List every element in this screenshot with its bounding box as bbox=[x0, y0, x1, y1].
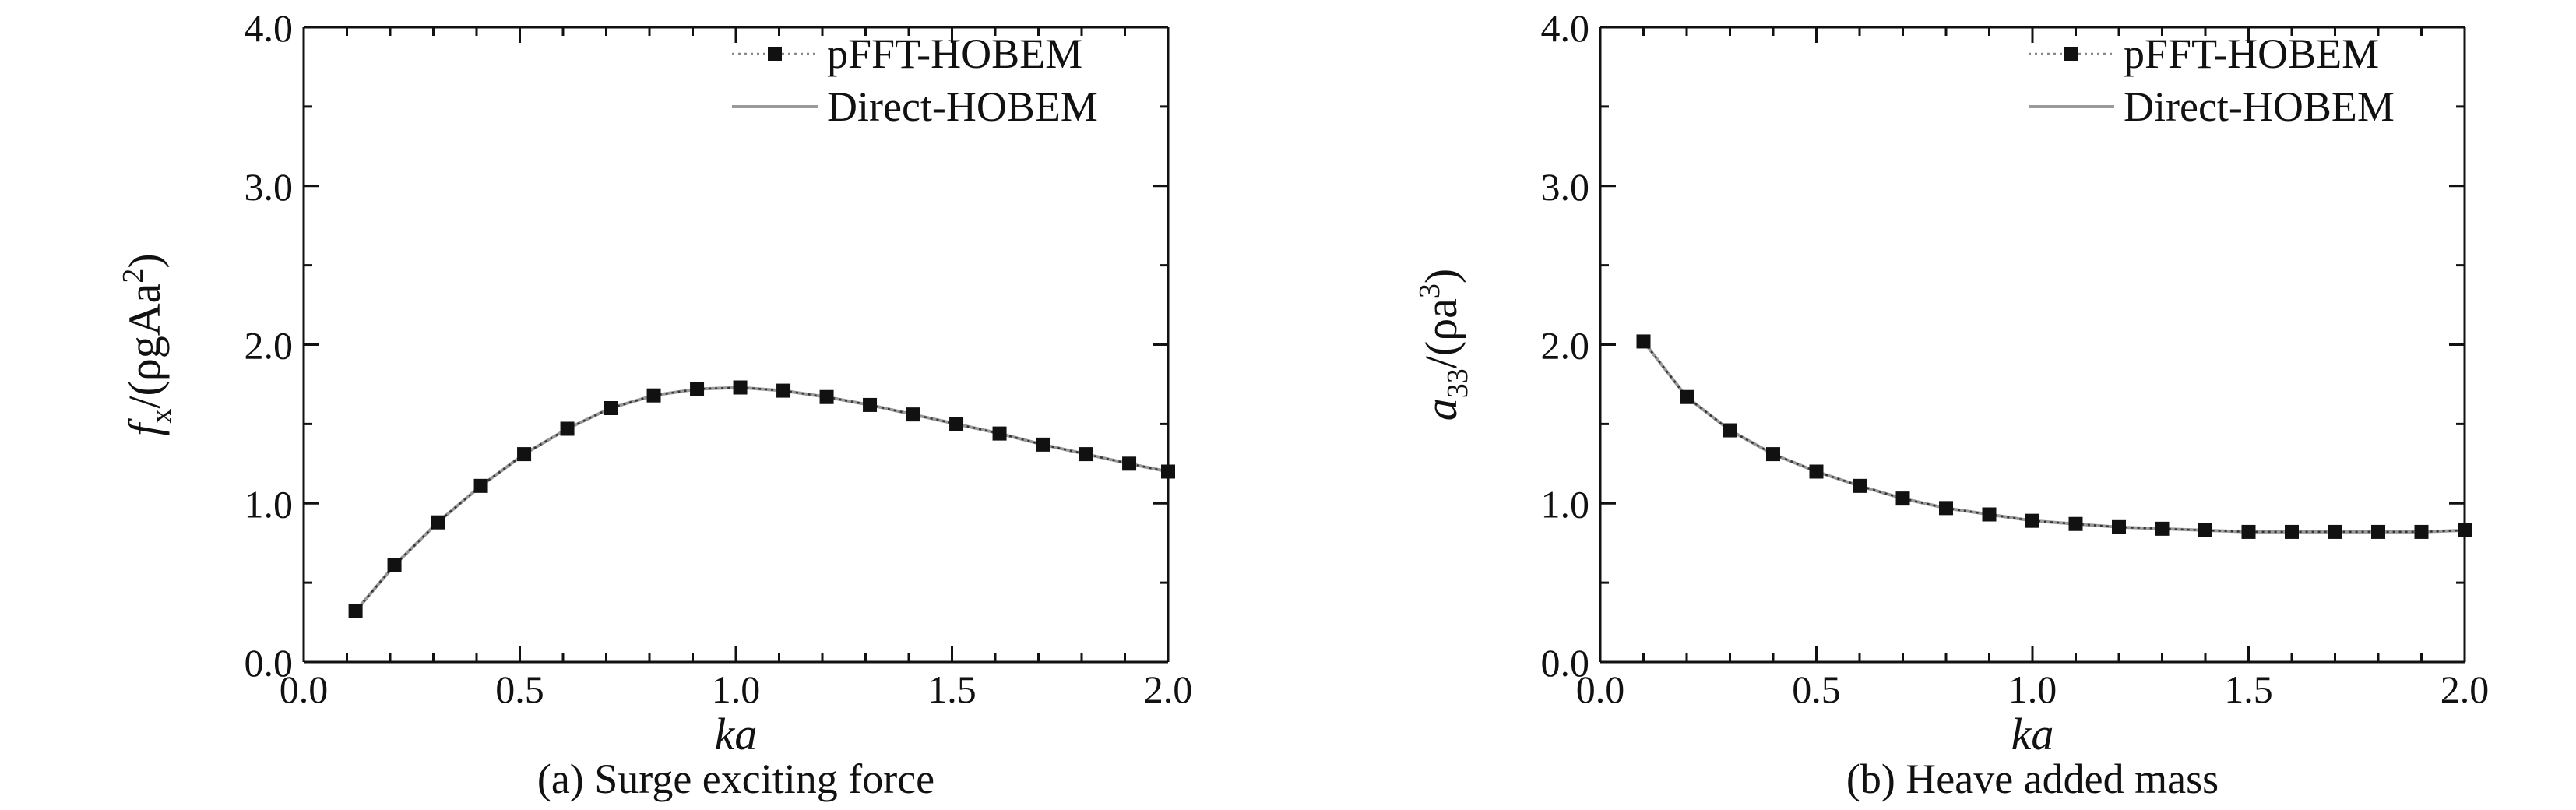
chart-caption: (b) Heave added mass bbox=[1846, 755, 2219, 802]
data-point-pfft-hobem bbox=[2198, 523, 2212, 537]
x-tick-label: 1.0 bbox=[712, 667, 761, 711]
data-point-pfft-hobem bbox=[1939, 501, 1953, 516]
y-tick-label: 0.0 bbox=[1541, 641, 1590, 685]
data-point-pfft-hobem bbox=[733, 380, 748, 395]
series-line-direct-hobem bbox=[1642, 340, 2465, 534]
series-line-pfft-hobem bbox=[1642, 340, 2465, 534]
data-point-pfft-hobem bbox=[949, 417, 964, 431]
chart-panel-a: 0.0 0.5 1.0 1.5 2.0 0.0 1.0 2.0 3.0 4.0 ka fx/(ρgAa… bbox=[117, 6, 1192, 802]
legend-label-direct-hobem: Direct-HOBEM bbox=[827, 83, 1098, 130]
data-point-pfft-hobem bbox=[1895, 491, 1910, 506]
x-tick-label: 0.0 bbox=[280, 667, 329, 711]
legend-label-direct-hobem: Direct-HOBEM bbox=[2124, 83, 2395, 130]
data-point-pfft-hobem bbox=[2414, 524, 2429, 539]
y-tick-label: 4.0 bbox=[245, 6, 294, 50]
x-axis-label: ka bbox=[715, 709, 758, 759]
data-point-pfft-hobem bbox=[431, 515, 445, 530]
data-point-pfft-hobem bbox=[2155, 521, 2170, 536]
data-point-pfft-hobem bbox=[776, 383, 791, 398]
data-point-pfft-hobem bbox=[863, 397, 878, 412]
x-tick-label: 1.0 bbox=[2008, 667, 2057, 711]
chart-panel-b: 0.0 0.5 1.0 1.5 2.0 0.0 1.0 2.0 3.0 4.0 ka a33/(ρa3… bbox=[1413, 6, 2489, 802]
x-axis-label: ka bbox=[2011, 709, 2054, 759]
data-point-pfft-hobem bbox=[560, 421, 575, 436]
x-tick-label: 1.5 bbox=[927, 667, 977, 711]
data-point-pfft-hobem bbox=[348, 604, 363, 618]
y-tick-label: 1.0 bbox=[1541, 482, 1590, 526]
legend-marker-pfft-hobem bbox=[2064, 47, 2078, 61]
data-point-pfft-hobem bbox=[604, 401, 618, 415]
y-axis-label-sup: 2 bbox=[117, 269, 150, 284]
data-point-pfft-hobem bbox=[2285, 524, 2299, 539]
data-point-pfft-hobem bbox=[1122, 456, 1137, 471]
legend-label-pfft-hobem: pFFT-HOBEM bbox=[2124, 30, 2379, 77]
data-point-pfft-hobem bbox=[1161, 464, 1175, 479]
y-axis-label-base: a bbox=[1416, 398, 1466, 421]
series-line-pfft-hobem bbox=[354, 386, 1169, 612]
y-tick-label: 1.0 bbox=[245, 482, 294, 526]
legend-marker-pfft-hobem bbox=[768, 47, 782, 61]
data-point-pfft-hobem bbox=[992, 426, 1007, 441]
data-point-pfft-hobem bbox=[819, 389, 834, 404]
y-axis-label-mid: /(ρa bbox=[1416, 298, 1466, 368]
data-point-pfft-hobem bbox=[1079, 447, 1093, 462]
x-tick-label: 1.5 bbox=[2224, 667, 2273, 711]
data-point-pfft-hobem bbox=[387, 558, 402, 572]
data-point-pfft-hobem bbox=[1680, 389, 1694, 404]
data-point-pfft-hobem bbox=[906, 407, 920, 422]
chart-caption: (a) Surge exciting force bbox=[537, 755, 934, 802]
data-point-pfft-hobem bbox=[1636, 334, 1651, 349]
data-point-pfft-hobem bbox=[1982, 507, 1997, 522]
x-tick-label: 0.0 bbox=[1576, 667, 1625, 711]
data-point-pfft-hobem bbox=[2371, 524, 2385, 539]
data-point-pfft-hobem bbox=[646, 388, 661, 403]
y-tick-label: 3.0 bbox=[1541, 165, 1590, 209]
x-tick-label: 2.0 bbox=[1144, 667, 1193, 711]
y-tick-label: 4.0 bbox=[1541, 6, 1590, 50]
data-point-pfft-hobem bbox=[2241, 524, 2256, 539]
y-axis-label: fx/(ρgAa2) bbox=[117, 253, 178, 435]
data-point-pfft-hobem bbox=[2068, 516, 2083, 531]
y-tick-label: 2.0 bbox=[1541, 324, 1590, 368]
y-axis-label-sup: 3 bbox=[1413, 284, 1446, 298]
y-axis-label-end: ) bbox=[119, 253, 170, 268]
data-point-pfft-hobem bbox=[517, 447, 532, 462]
data-point-pfft-hobem bbox=[1766, 447, 1780, 462]
data-point-pfft-hobem bbox=[1036, 437, 1050, 452]
y-axis-label: a33/(ρa3) bbox=[1413, 269, 1474, 421]
data-point-pfft-hobem bbox=[1809, 464, 1824, 479]
data-point-pfft-hobem bbox=[2328, 524, 2342, 539]
data-point-pfft-hobem bbox=[690, 382, 705, 396]
data-point-pfft-hobem bbox=[1723, 423, 1737, 438]
x-tick-label: 0.5 bbox=[1792, 667, 1841, 711]
data-point-pfft-hobem bbox=[2112, 519, 2126, 534]
y-tick-label: 2.0 bbox=[245, 324, 294, 368]
y-axis-label-end: ) bbox=[1416, 269, 1466, 284]
y-tick-label: 3.0 bbox=[245, 165, 294, 209]
x-tick-label: 2.0 bbox=[2441, 667, 2490, 711]
y-tick-label: 0.0 bbox=[245, 641, 294, 685]
y-axis-label-sub1: 33 bbox=[1441, 368, 1474, 398]
y-axis-label-sub1: x bbox=[145, 409, 178, 424]
data-point-pfft-hobem bbox=[1853, 478, 1867, 493]
legend-label-pfft-hobem: pFFT-HOBEM bbox=[827, 30, 1082, 77]
series-line-direct-hobem bbox=[354, 386, 1169, 613]
data-point-pfft-hobem bbox=[2458, 523, 2472, 537]
data-point-pfft-hobem bbox=[473, 478, 488, 493]
data-point-pfft-hobem bbox=[2025, 513, 2039, 528]
y-axis-label-mid: /(ρgAa bbox=[119, 284, 170, 409]
x-tick-label: 0.5 bbox=[495, 667, 544, 711]
